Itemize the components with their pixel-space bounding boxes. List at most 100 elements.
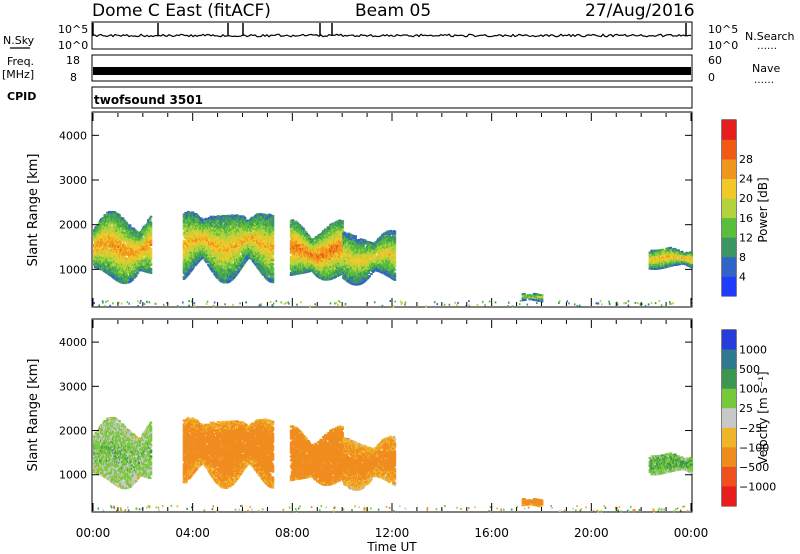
echo-cell: [124, 246, 127, 248]
echo-cell: [272, 247, 275, 249]
echo-cell: [272, 277, 275, 279]
echo-cell: [150, 244, 153, 246]
echo-cell: [137, 272, 140, 274]
echo-cell: [290, 226, 293, 228]
echo-cell: [223, 282, 226, 284]
echo-cell: [150, 264, 153, 266]
echo-cell: [150, 268, 153, 270]
echo-cell: [150, 250, 153, 252]
echo-cell: [296, 235, 299, 237]
echo-cell: [272, 279, 275, 281]
echo-cell: [272, 259, 275, 261]
echo-cell: [150, 242, 153, 244]
nave-dots: ……: [754, 75, 774, 86]
echo-cell: [272, 257, 275, 259]
echo-cell: [271, 255, 274, 257]
echo-cell: [272, 253, 275, 255]
freq-unit: [MHz]: [2, 68, 34, 81]
echo-cell: [149, 219, 152, 221]
echo-cell: [192, 267, 195, 269]
echo-cell: [150, 216, 153, 218]
freq-trace: [93, 67, 691, 75]
echo-cell: [124, 256, 127, 258]
nave-tick-high: 60: [708, 54, 722, 67]
echo-cell: [272, 269, 275, 271]
cpid-label: CPID: [7, 90, 36, 103]
echo-cell: [122, 218, 125, 220]
echo-cell: [272, 251, 275, 253]
nsearch-tick-high: 10^5: [708, 23, 738, 36]
echo-cell: [272, 237, 275, 239]
echo-cell: [302, 228, 305, 230]
echo-cell: [150, 256, 153, 258]
echo-cell: [272, 263, 275, 265]
nsearch-tick-low: 10^0: [708, 39, 738, 52]
echo-cell: [272, 271, 275, 273]
echo-cell: [150, 230, 153, 232]
echo-cell: [324, 257, 327, 259]
echo-cell: [129, 224, 132, 226]
echo-cell: [150, 240, 153, 242]
echo-cell: [150, 236, 153, 238]
echo-cell: [135, 275, 138, 277]
echo-cell: [136, 231, 139, 233]
echo-cell: [150, 228, 153, 230]
date-label: 27/Aug/2016: [585, 1, 695, 21]
echo-cell: [125, 222, 128, 224]
echo-cell: [297, 222, 300, 224]
echo-cell: [150, 248, 153, 250]
freq-tick-low: 8: [70, 71, 77, 84]
echo-cell: [324, 267, 327, 269]
echo-cell: [272, 223, 275, 225]
echo-cell: [190, 252, 193, 254]
cpid-value: twofsound 3501: [94, 93, 203, 107]
echo-cell: [272, 245, 275, 247]
echo-cell: [272, 273, 275, 275]
echo-cell: [272, 275, 275, 277]
echo-cell: [305, 231, 308, 233]
echo-cell: [272, 215, 275, 217]
echo-cell: [150, 238, 153, 240]
echo-cell: [97, 247, 100, 249]
echo-cell: [118, 214, 121, 216]
echo-cell: [272, 225, 275, 227]
echo-cell: [150, 272, 153, 274]
echo-cell: [150, 222, 153, 224]
plot-title: Dome C East (fitACF): [92, 1, 271, 21]
echo-cell: [272, 233, 275, 235]
nsky-tick-high: 10^5: [58, 23, 88, 36]
echo-cell: [272, 227, 275, 229]
echo-cell: [150, 252, 153, 254]
echo-cell: [327, 247, 330, 249]
nsky-tick-low: 10^0: [58, 39, 88, 52]
echo-cell: [202, 240, 205, 242]
echo-cell: [271, 261, 274, 263]
freq-tick-high: 18: [66, 54, 80, 67]
echo-cell: [272, 281, 275, 283]
echo-cell: [272, 217, 275, 219]
echo-cell: [272, 231, 275, 233]
freq-label: Freq.: [7, 55, 34, 68]
echo-cell: [271, 265, 274, 267]
echo-cell: [244, 217, 247, 219]
echo-cell: [272, 235, 275, 237]
echo-cell: [272, 243, 275, 245]
echo-cell: [272, 239, 275, 241]
echo-cell: [272, 219, 275, 221]
echo-cell: [150, 226, 153, 228]
echo-cell: [300, 234, 303, 236]
nave-label: Nave: [752, 62, 780, 75]
echo-cell: [150, 232, 153, 234]
nsearch-dots: ……: [757, 41, 777, 52]
echo-cell: [150, 224, 153, 226]
echo-cell: [272, 221, 275, 223]
echo-cell: [124, 282, 127, 284]
echo-cell: [123, 242, 126, 244]
echo-cell: [272, 241, 275, 243]
beam-label: Beam 05: [355, 1, 431, 21]
echo-cell: [150, 254, 153, 256]
echo-cell: [326, 239, 329, 241]
echo-cell: [150, 270, 153, 272]
echo-cell: [124, 220, 127, 222]
